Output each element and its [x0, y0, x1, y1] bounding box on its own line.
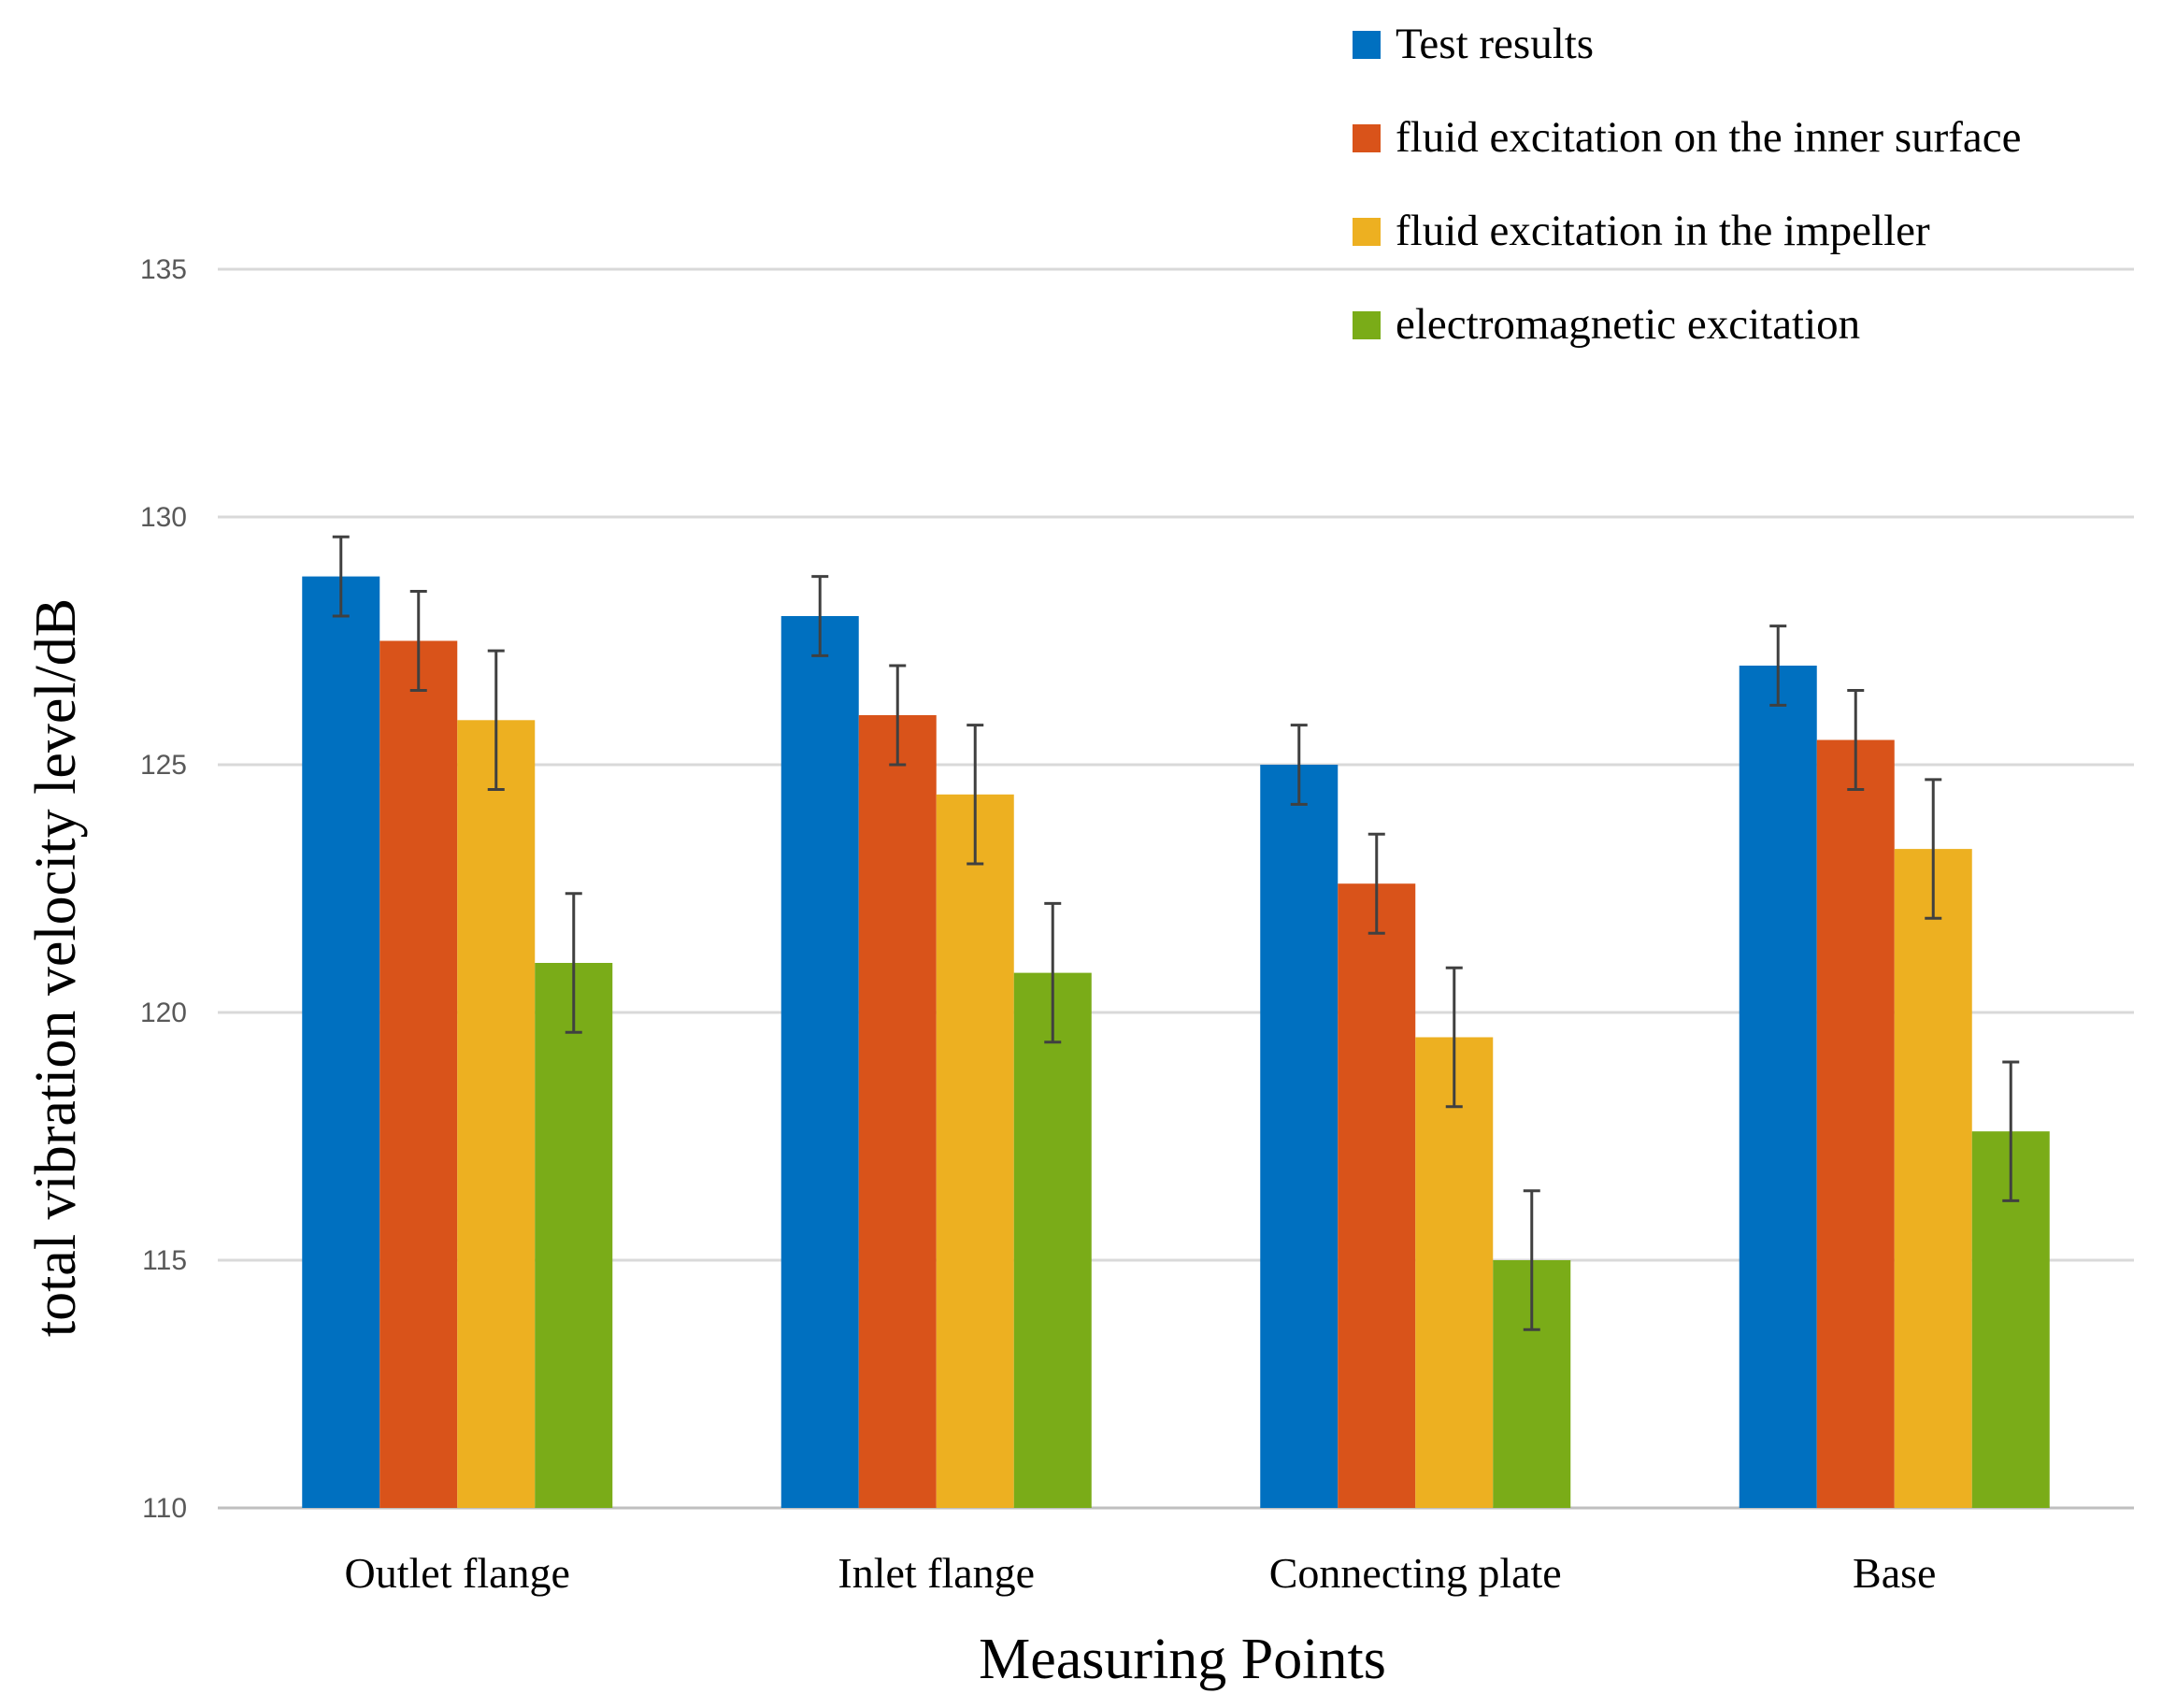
- error-bar: [332, 535, 350, 618]
- y-tick-label: 110: [142, 1493, 187, 1524]
- legend-label: Test results: [1396, 20, 1594, 68]
- error-bar: [565, 892, 582, 1034]
- bar: [1894, 849, 1972, 1508]
- bar: [379, 640, 458, 1508]
- bar: [1739, 666, 1817, 1508]
- legend-swatch: [1353, 124, 1381, 152]
- y-tick-label: 135: [140, 254, 187, 285]
- legend-swatch: [1353, 31, 1381, 59]
- y-axis-title: total vibration velocity level/dB: [24, 598, 88, 1337]
- y-tick-label: 125: [140, 750, 187, 781]
- legend-swatch: [1353, 311, 1381, 339]
- bar: [1338, 883, 1416, 1508]
- legend-item: fluid excitation on the inner surface: [1353, 113, 2022, 162]
- bar: [780, 616, 859, 1508]
- error-bar: [889, 664, 907, 767]
- legend-label: fluid excitation on the inner surface: [1396, 113, 2022, 162]
- error-bar: [1445, 966, 1463, 1109]
- error-bar: [409, 590, 427, 692]
- error-bar: [1925, 778, 1942, 920]
- x-category-label: Inlet flange: [838, 1549, 1035, 1597]
- y-tick-label: 115: [142, 1245, 187, 1276]
- legend-label: fluid excitation in the impeller: [1396, 207, 1930, 255]
- bar: [302, 576, 380, 1508]
- bar: [1415, 1037, 1494, 1508]
- y-tick-label: 120: [140, 998, 187, 1028]
- bar: [1260, 765, 1339, 1508]
- error-bar: [811, 575, 829, 657]
- y-tick-label: 130: [140, 502, 187, 533]
- x-category-label: Connecting plate: [1269, 1549, 1562, 1597]
- legend: Test results fluid excitation on the inne…: [1353, 20, 2022, 349]
- error-bar: [2002, 1060, 2020, 1202]
- legend-item: fluid excitation in the impeller: [1353, 207, 1930, 255]
- legend-label: electromagnetic excitation: [1396, 300, 1860, 349]
- error-bar: [1044, 901, 1062, 1044]
- error-bar: [1367, 832, 1385, 935]
- error-bars: [332, 535, 2020, 1331]
- x-category-label: Base: [1853, 1549, 1936, 1597]
- bar: [1816, 739, 1895, 1508]
- error-bar: [1847, 689, 1865, 791]
- bar: [858, 715, 937, 1508]
- error-bar: [1769, 624, 1787, 707]
- legend-swatch: [1353, 218, 1381, 246]
- y-axis-tick-labels: 110 115 120 125 130 135: [140, 254, 187, 1524]
- error-bar: [1523, 1189, 1540, 1331]
- x-category-label: Outlet flange: [345, 1549, 570, 1597]
- error-bar: [966, 724, 984, 866]
- bar: [936, 794, 1014, 1508]
- bars: [302, 576, 2050, 1508]
- error-bar: [487, 649, 505, 791]
- bar: [535, 963, 613, 1508]
- legend-item: Test results: [1353, 20, 1594, 68]
- x-axis-category-labels: Outlet flange Inlet flange Connecting plat…: [345, 1549, 1937, 1597]
- error-bar: [1290, 724, 1308, 806]
- x-axis-title: Measuring Points: [979, 1628, 1386, 1691]
- bar: [457, 720, 536, 1508]
- bar: [1013, 972, 1092, 1508]
- legend-item: electromagnetic excitation: [1353, 300, 1860, 349]
